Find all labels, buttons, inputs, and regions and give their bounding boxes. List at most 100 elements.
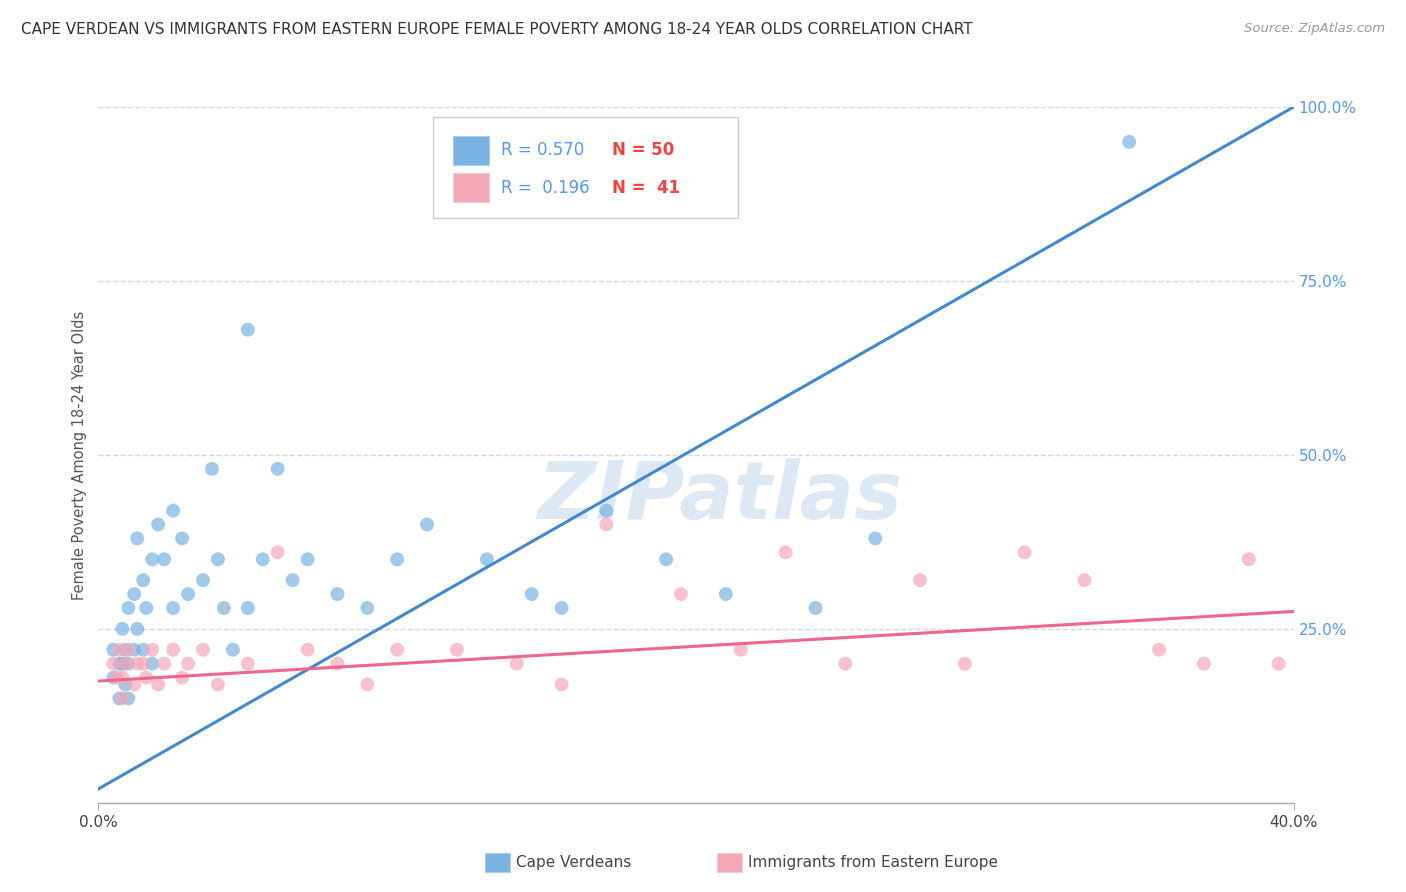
- Point: [207, 677, 229, 691]
- Point: [267, 462, 290, 476]
- Point: [669, 587, 692, 601]
- Point: [222, 642, 245, 657]
- Point: [135, 671, 157, 685]
- Point: [1267, 657, 1289, 671]
- Point: [595, 517, 617, 532]
- Point: [162, 642, 184, 657]
- Point: [416, 517, 439, 532]
- Point: [446, 642, 468, 657]
- Point: [385, 642, 409, 657]
- Text: N = 50: N = 50: [613, 141, 675, 159]
- Point: [506, 657, 529, 671]
- Point: [103, 671, 125, 685]
- Point: [127, 657, 149, 671]
- Point: [103, 657, 125, 671]
- Point: [201, 462, 224, 476]
- Point: [141, 642, 163, 657]
- Point: [124, 677, 146, 691]
- Point: [117, 642, 139, 657]
- Point: [117, 691, 139, 706]
- Point: [475, 552, 498, 566]
- Point: [326, 657, 349, 671]
- Point: [1237, 552, 1260, 566]
- Point: [1118, 135, 1140, 149]
- Point: [153, 552, 176, 566]
- Point: [1147, 642, 1170, 657]
- Point: [124, 642, 146, 657]
- Text: ZIPatlas: ZIPatlas: [537, 458, 903, 536]
- Point: [356, 601, 378, 615]
- Point: [1192, 657, 1215, 671]
- Point: [117, 657, 139, 671]
- Text: Immigrants from Eastern Europe: Immigrants from Eastern Europe: [748, 855, 998, 870]
- Point: [114, 642, 136, 657]
- Point: [385, 552, 409, 566]
- Point: [141, 657, 163, 671]
- Point: [117, 601, 139, 615]
- Point: [297, 642, 319, 657]
- Point: [114, 657, 136, 671]
- Point: [236, 323, 259, 337]
- Point: [124, 587, 146, 601]
- Point: [804, 601, 827, 615]
- Point: [1014, 545, 1036, 559]
- Point: [108, 642, 131, 657]
- Point: [953, 657, 976, 671]
- Point: [162, 503, 184, 517]
- Text: Source: ZipAtlas.com: Source: ZipAtlas.com: [1244, 22, 1385, 36]
- Point: [108, 691, 131, 706]
- Point: [132, 573, 155, 587]
- Point: [191, 573, 214, 587]
- Point: [105, 671, 128, 685]
- Point: [236, 657, 259, 671]
- Point: [775, 545, 797, 559]
- Point: [550, 601, 572, 615]
- Point: [550, 677, 572, 691]
- Point: [252, 552, 274, 566]
- Point: [207, 552, 229, 566]
- Point: [172, 532, 194, 546]
- Point: [162, 601, 184, 615]
- Point: [132, 642, 155, 657]
- Text: N =  41: N = 41: [613, 178, 681, 197]
- Point: [127, 532, 149, 546]
- Point: [1073, 573, 1095, 587]
- Point: [834, 657, 856, 671]
- Point: [356, 677, 378, 691]
- Point: [141, 552, 163, 566]
- FancyBboxPatch shape: [433, 118, 738, 219]
- Point: [148, 517, 170, 532]
- Point: [281, 573, 304, 587]
- Point: [297, 552, 319, 566]
- Text: CAPE VERDEAN VS IMMIGRANTS FROM EASTERN EUROPE FEMALE POVERTY AMONG 18-24 YEAR O: CAPE VERDEAN VS IMMIGRANTS FROM EASTERN …: [21, 22, 973, 37]
- Point: [655, 552, 678, 566]
- Point: [212, 601, 235, 615]
- Point: [520, 587, 543, 601]
- Point: [127, 622, 149, 636]
- Point: [135, 601, 157, 615]
- Bar: [453, 173, 489, 202]
- Text: R = 0.570: R = 0.570: [501, 141, 585, 159]
- Point: [177, 657, 200, 671]
- Point: [595, 503, 617, 517]
- Point: [111, 671, 134, 685]
- Point: [172, 671, 194, 685]
- Point: [103, 642, 125, 657]
- Point: [267, 545, 290, 559]
- Point: [236, 601, 259, 615]
- Point: [111, 622, 134, 636]
- Point: [132, 657, 155, 671]
- Point: [114, 677, 136, 691]
- Point: [148, 677, 170, 691]
- Text: R =  0.196: R = 0.196: [501, 178, 589, 197]
- Point: [714, 587, 737, 601]
- Point: [177, 587, 200, 601]
- Point: [730, 642, 752, 657]
- Text: Cape Verdeans: Cape Verdeans: [516, 855, 631, 870]
- Point: [111, 691, 134, 706]
- Point: [153, 657, 176, 671]
- Bar: [453, 136, 489, 165]
- Point: [191, 642, 214, 657]
- Point: [108, 657, 131, 671]
- Point: [326, 587, 349, 601]
